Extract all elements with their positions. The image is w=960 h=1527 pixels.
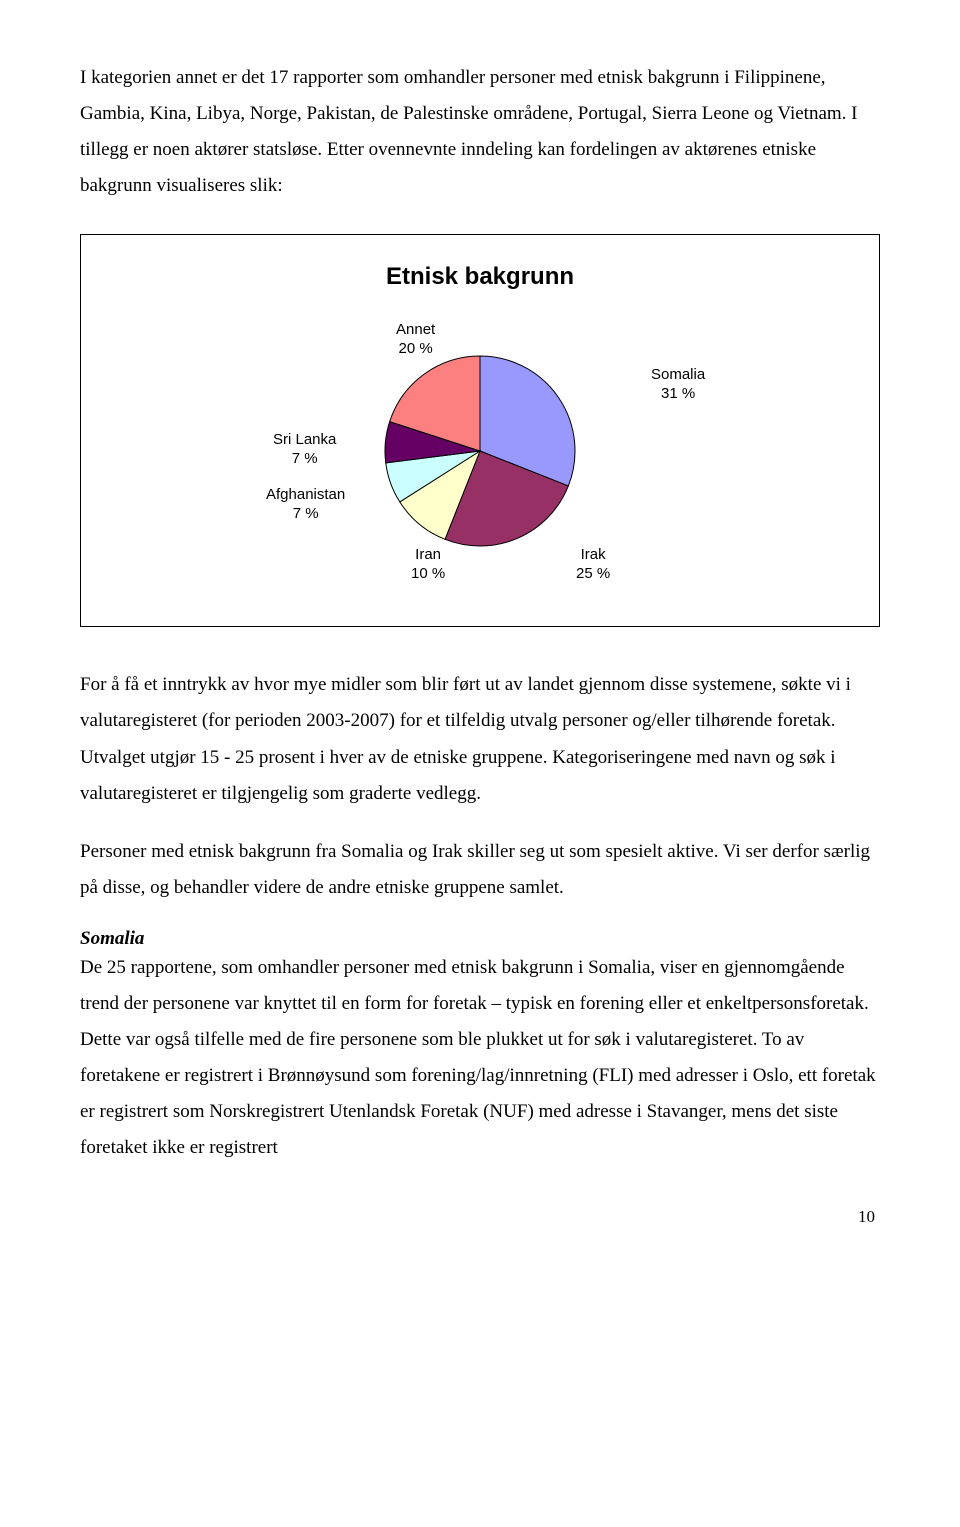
pie-label-iran: Iran10 %: [411, 546, 445, 584]
paragraph-4: De 25 rapportene, som omhandler personer…: [80, 950, 880, 1167]
paragraph-3: Personer med etnisk bakgrunn fra Somalia…: [80, 834, 880, 906]
chart-title: Etnisk bakgrunn: [121, 263, 839, 291]
pie-label-annet: Annet20 %: [396, 321, 435, 359]
pie-label-somalia: Somalia31 %: [651, 366, 705, 404]
intro-paragraph: I kategorien annet er det 17 rapporter s…: [80, 60, 880, 204]
pie-label-afghanistan: Afghanistan7 %: [266, 486, 345, 524]
pie-chart-svg: [370, 341, 590, 561]
ethnic-background-chart: Etnisk bakgrunn Somalia31 % Irak25 % Iran1…: [80, 234, 880, 627]
somalia-heading: Somalia: [80, 928, 880, 950]
pie-label-irak: Irak25 %: [576, 546, 610, 584]
pie-label-sri-lanka: Sri Lanka7 %: [273, 431, 336, 469]
page-number: 10: [80, 1207, 880, 1227]
pie-chart-area: Somalia31 % Irak25 % Iran10 % Afghanistan7 …: [121, 321, 839, 581]
paragraph-2: For å få et inntrykk av hvor mye midler …: [80, 667, 880, 811]
